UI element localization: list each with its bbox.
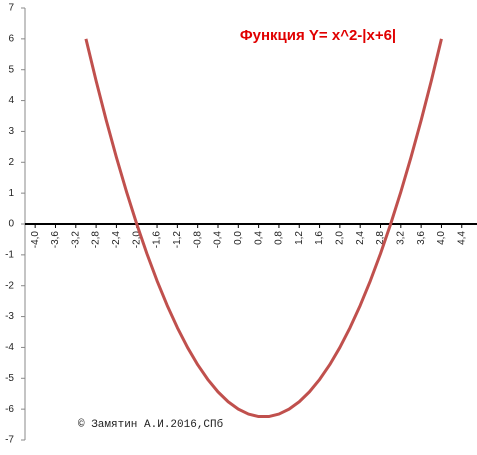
x-tick-label: 3,2 — [395, 231, 406, 245]
y-tick-label: 2 — [8, 157, 14, 168]
y-tick-label: -3 — [5, 311, 14, 322]
x-tick-label: 2,4 — [355, 231, 366, 245]
x-tick-label: -2,4 — [111, 231, 122, 249]
x-tick-label: -0,4 — [213, 231, 224, 249]
y-tick-label: 7 — [8, 3, 14, 14]
y-tick-label: 0 — [8, 219, 14, 230]
x-tick-label: 4,0 — [436, 231, 447, 245]
y-tick-label: 5 — [8, 64, 14, 75]
x-tick-label: -1,6 — [152, 231, 163, 249]
x-tick-label: 1,2 — [294, 231, 305, 245]
y-tick-label: -4 — [5, 342, 14, 353]
x-tick-label: -3,6 — [50, 231, 61, 249]
x-tick-label: -3,2 — [70, 231, 81, 249]
x-tick-label: 2,8 — [375, 231, 386, 245]
y-tick-label: -1 — [5, 249, 14, 260]
x-tick-label: -2,8 — [91, 231, 102, 249]
y-tick-label: 6 — [8, 33, 14, 44]
y-tick-label: -6 — [5, 404, 14, 415]
y-tick-label: 3 — [8, 126, 14, 137]
x-tick-label: 4,4 — [456, 231, 467, 245]
x-tick-label: 3,6 — [416, 231, 427, 245]
y-tick-label: -7 — [5, 435, 14, 446]
x-tick-label: 2,0 — [335, 231, 346, 245]
copyright: © Замятин А.И.2016,СПб — [78, 418, 223, 431]
line — [84, 38, 443, 419]
x-tick-label: 0,0 — [233, 231, 244, 245]
y-tick-label: -5 — [5, 373, 14, 384]
x-tick-label: 1,6 — [314, 231, 325, 245]
y-tick-label: -2 — [5, 280, 14, 291]
x-tick-label: -4,0 — [30, 231, 41, 249]
x-tick-label: 0,8 — [274, 231, 285, 245]
x-tick-label: -0,8 — [192, 231, 203, 249]
y-tick-label: 1 — [8, 188, 14, 199]
x-tick-label: 0,4 — [253, 231, 264, 245]
y-tick-label: 4 — [8, 95, 14, 106]
x-tick-label: -2,0 — [131, 231, 142, 249]
x-tick-label: -1,2 — [172, 231, 183, 249]
chart-title: Функция Y= x^2-|x+6| — [240, 27, 396, 44]
